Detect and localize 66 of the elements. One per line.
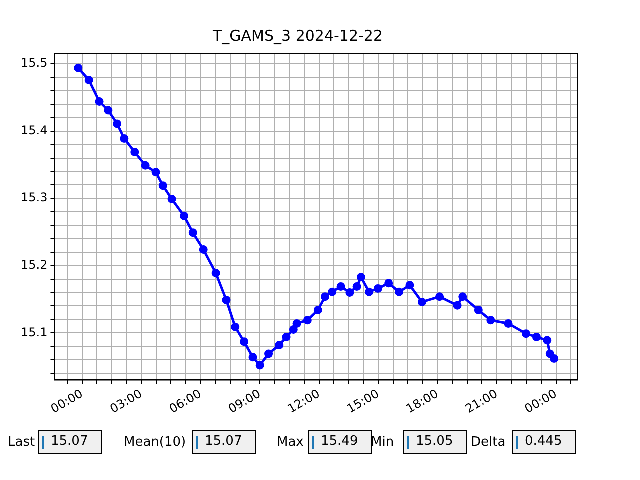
point <box>248 353 258 362</box>
point <box>474 306 483 315</box>
point <box>352 282 362 291</box>
point <box>141 161 150 170</box>
y-tick-label: 15.3 <box>21 190 48 205</box>
point <box>256 361 264 370</box>
y-tick-label: 15.2 <box>21 258 48 272</box>
point <box>395 288 404 296</box>
point <box>346 288 354 298</box>
point <box>113 120 122 128</box>
point <box>365 288 374 296</box>
point <box>264 350 274 358</box>
point <box>320 292 330 302</box>
point <box>532 332 541 342</box>
point <box>188 228 198 238</box>
point <box>356 273 366 282</box>
point <box>486 316 496 325</box>
point <box>120 134 129 144</box>
point <box>158 182 168 190</box>
point <box>199 245 208 254</box>
y-tick-label: 15.5 <box>21 56 48 70</box>
point <box>240 338 249 346</box>
text-field: 15.05 <box>403 430 467 454</box>
point <box>74 64 83 72</box>
point <box>282 332 291 342</box>
y-tick-label: 15.4 <box>21 123 48 138</box>
text: Min <box>371 435 394 450</box>
text-field: 15.49 <box>308 430 372 454</box>
point <box>95 98 104 106</box>
point <box>180 212 189 220</box>
point <box>130 148 140 156</box>
point <box>384 279 394 288</box>
point <box>275 341 284 350</box>
text: Delta <box>471 435 506 450</box>
chart-title: T_GAMS_3 2024-12-22 <box>212 26 383 45</box>
y-tick-label: 15.1 <box>21 325 48 340</box>
text: Mean(10) <box>124 435 186 450</box>
point <box>222 296 231 304</box>
point <box>418 298 426 306</box>
point <box>328 288 337 296</box>
point <box>546 350 554 358</box>
point <box>406 281 414 290</box>
point <box>303 316 312 325</box>
point <box>314 306 322 315</box>
text-field: 15.07 <box>38 430 102 454</box>
point <box>522 330 531 338</box>
point <box>292 319 302 328</box>
text: Max <box>277 435 304 450</box>
point <box>84 76 94 84</box>
point <box>453 301 462 310</box>
point <box>543 336 552 345</box>
point <box>336 282 346 291</box>
point <box>458 292 468 302</box>
point <box>436 292 444 302</box>
point <box>168 195 176 204</box>
point <box>212 269 220 278</box>
point <box>104 106 113 115</box>
point <box>152 168 160 177</box>
text: Last <box>8 435 36 450</box>
point <box>550 354 559 363</box>
point <box>504 319 513 328</box>
point <box>374 284 382 294</box>
text-field: 0.445 <box>512 430 576 454</box>
point <box>231 322 240 332</box>
point <box>289 326 298 334</box>
text-field: 15.07 <box>192 430 256 454</box>
